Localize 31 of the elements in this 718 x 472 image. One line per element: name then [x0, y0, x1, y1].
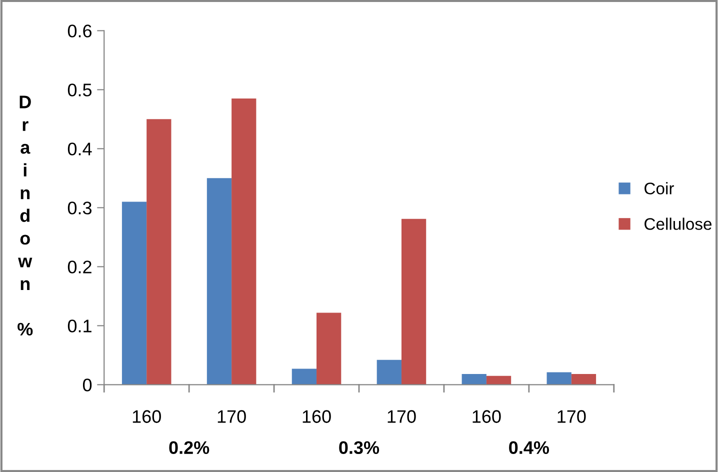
x-tick-label: 160 [472, 410, 501, 423]
bar [146, 119, 172, 385]
x-tick-label: 170 [218, 410, 246, 423]
y-tick-label: 0.6 [68, 24, 92, 38]
x-tick-label: 160 [132, 410, 161, 423]
x-tick-label: 170 [388, 410, 416, 423]
bar [401, 218, 426, 385]
y-tick-label: 0 [82, 378, 92, 392]
bar [316, 312, 342, 385]
bar [462, 374, 486, 385]
x-tick-label: 170 [558, 410, 586, 423]
y-tick-label: 0.2 [68, 260, 92, 274]
bar [486, 376, 512, 385]
text: 0.4% [509, 441, 550, 454]
text: Draindown % [18, 96, 33, 336]
bar [376, 360, 402, 385]
bar [546, 372, 572, 385]
y-tick-label: 0.1 [68, 320, 92, 332]
y-tick-label: 0.4 [68, 142, 92, 156]
text: 0.3% [339, 441, 380, 454]
bar [232, 98, 256, 385]
legend-label: Cellulose [644, 218, 712, 230]
text: 0.2% [169, 441, 210, 454]
y-tick-label: 0.5 [68, 84, 92, 96]
legend-label: Coir [644, 182, 674, 194]
y-tick-label: 0.3 [68, 202, 92, 214]
bar [122, 202, 147, 385]
bar [206, 178, 232, 385]
x-tick-label: 160 [302, 410, 331, 423]
bar [571, 374, 596, 385]
bar [292, 368, 317, 385]
